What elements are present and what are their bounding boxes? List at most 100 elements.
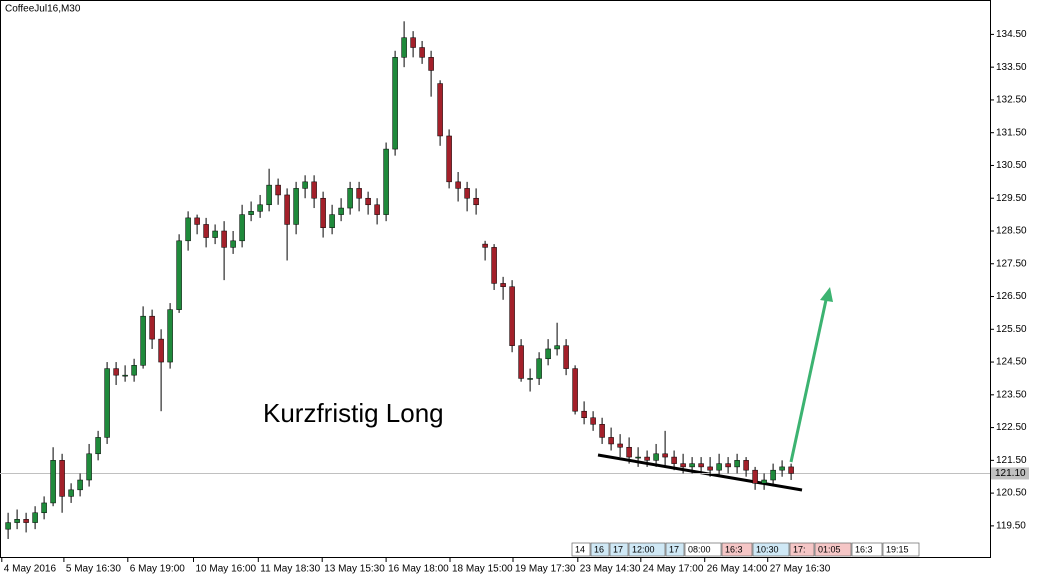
x-tick-label: 13 May 15:30 bbox=[324, 564, 385, 575]
session-tag: 01:05 bbox=[818, 544, 841, 554]
current-price-box bbox=[991, 467, 1029, 480]
candle-body bbox=[5, 522, 11, 530]
candle-body bbox=[293, 188, 299, 225]
y-tick-label: 128.50 bbox=[996, 226, 1027, 237]
candle-body bbox=[644, 456, 650, 461]
session-tag-box bbox=[721, 542, 753, 557]
candle-body bbox=[770, 469, 776, 481]
candle-body bbox=[167, 309, 173, 363]
x-tick-label: 16 May 18:00 bbox=[388, 564, 449, 575]
candle-body bbox=[266, 184, 272, 206]
session-tag-box bbox=[665, 542, 685, 557]
session-tag-box bbox=[752, 542, 790, 557]
candle-body bbox=[581, 410, 587, 418]
session-tag: 17: bbox=[793, 544, 806, 554]
candle-body bbox=[50, 460, 56, 504]
y-tick-label: 133.50 bbox=[996, 62, 1027, 73]
candle-body bbox=[23, 519, 29, 523]
y-tick-label: 125.50 bbox=[996, 324, 1027, 335]
session-tag: 12:00 bbox=[632, 544, 655, 554]
candle-body bbox=[671, 456, 677, 464]
candle-body bbox=[365, 197, 371, 206]
y-tick-label: 134.50 bbox=[996, 29, 1027, 40]
candle-body bbox=[689, 463, 695, 468]
candle-body bbox=[221, 230, 227, 248]
candle-body bbox=[185, 217, 191, 242]
candle-body bbox=[716, 463, 722, 471]
candle-body bbox=[302, 181, 308, 189]
candle-body bbox=[734, 460, 740, 468]
session-tag-box bbox=[882, 542, 920, 557]
session-tag-box bbox=[851, 542, 883, 557]
candle-body bbox=[32, 512, 38, 523]
candle-body bbox=[392, 57, 398, 150]
candle-body bbox=[698, 463, 704, 468]
candle-body bbox=[95, 437, 101, 455]
candle-body bbox=[617, 443, 623, 448]
candle-body bbox=[158, 338, 164, 363]
chart-title: CoffeeJul16,M30 bbox=[5, 4, 81, 15]
y-tick-label: 121.50 bbox=[996, 455, 1027, 466]
candle-body bbox=[257, 204, 263, 212]
candle-body bbox=[599, 424, 605, 438]
candle-body bbox=[248, 211, 254, 215]
candle-body bbox=[410, 37, 416, 48]
candle-body bbox=[491, 247, 497, 284]
candle-body bbox=[437, 83, 443, 137]
y-tick-label: 122.50 bbox=[996, 422, 1027, 433]
y-tick-label: 119.50 bbox=[996, 521, 1026, 532]
candle-body bbox=[401, 37, 407, 58]
candle-body bbox=[761, 479, 767, 484]
candle-body bbox=[626, 446, 632, 458]
candle-body bbox=[239, 214, 245, 242]
y-tick-label: 129.50 bbox=[996, 193, 1027, 204]
candle-body bbox=[509, 286, 515, 346]
x-tick-label: 4 May 2016 bbox=[4, 564, 57, 575]
candle-body bbox=[212, 230, 218, 238]
annotation: Kurzfristig Long bbox=[263, 398, 444, 428]
candle-body bbox=[104, 368, 110, 438]
candle-body bbox=[122, 374, 128, 377]
candle-body bbox=[230, 240, 236, 248]
candle-body bbox=[635, 456, 641, 459]
candle-body bbox=[284, 194, 290, 225]
candle-body bbox=[176, 240, 182, 310]
candle-body bbox=[464, 188, 470, 199]
candle-body bbox=[428, 57, 434, 71]
candle-body bbox=[68, 489, 74, 497]
candle-body bbox=[590, 417, 596, 425]
candle-body bbox=[374, 204, 380, 215]
session-tag-box bbox=[814, 542, 852, 557]
candle-body bbox=[608, 437, 614, 445]
session-tag-box bbox=[628, 542, 666, 557]
y-tick-label: 126.50 bbox=[996, 291, 1027, 302]
candle-body bbox=[320, 197, 326, 228]
candle-body bbox=[482, 243, 488, 248]
candle-body bbox=[275, 184, 281, 196]
arrow-head bbox=[820, 287, 833, 302]
candle-body bbox=[455, 181, 461, 189]
candle-body bbox=[86, 453, 92, 481]
candle-body bbox=[563, 345, 569, 369]
candle-body bbox=[572, 368, 578, 412]
y-tick-label: 131.50 bbox=[996, 127, 1027, 138]
candle-body bbox=[383, 148, 389, 215]
x-tick-label: 27 May 16:30 bbox=[770, 564, 831, 575]
candle-body bbox=[419, 47, 425, 58]
session-tag: 16:3 bbox=[855, 544, 873, 554]
session-tag: 17 bbox=[669, 544, 679, 554]
candle-body bbox=[356, 188, 362, 199]
y-tick-label: 132.50 bbox=[996, 95, 1027, 106]
y-tick-label: 130.50 bbox=[996, 160, 1027, 171]
candle-body bbox=[662, 453, 668, 458]
candle-body bbox=[545, 348, 551, 360]
y-tick-label: 124.50 bbox=[996, 357, 1027, 368]
candle-body bbox=[500, 283, 506, 287]
x-tick-label: 11 May 18:30 bbox=[260, 564, 320, 575]
candle-body bbox=[131, 365, 137, 376]
x-tick-label: 6 May 19:00 bbox=[130, 564, 185, 575]
session-tag-box bbox=[789, 542, 815, 557]
x-tick-label: 24 May 17:00 bbox=[643, 564, 704, 575]
